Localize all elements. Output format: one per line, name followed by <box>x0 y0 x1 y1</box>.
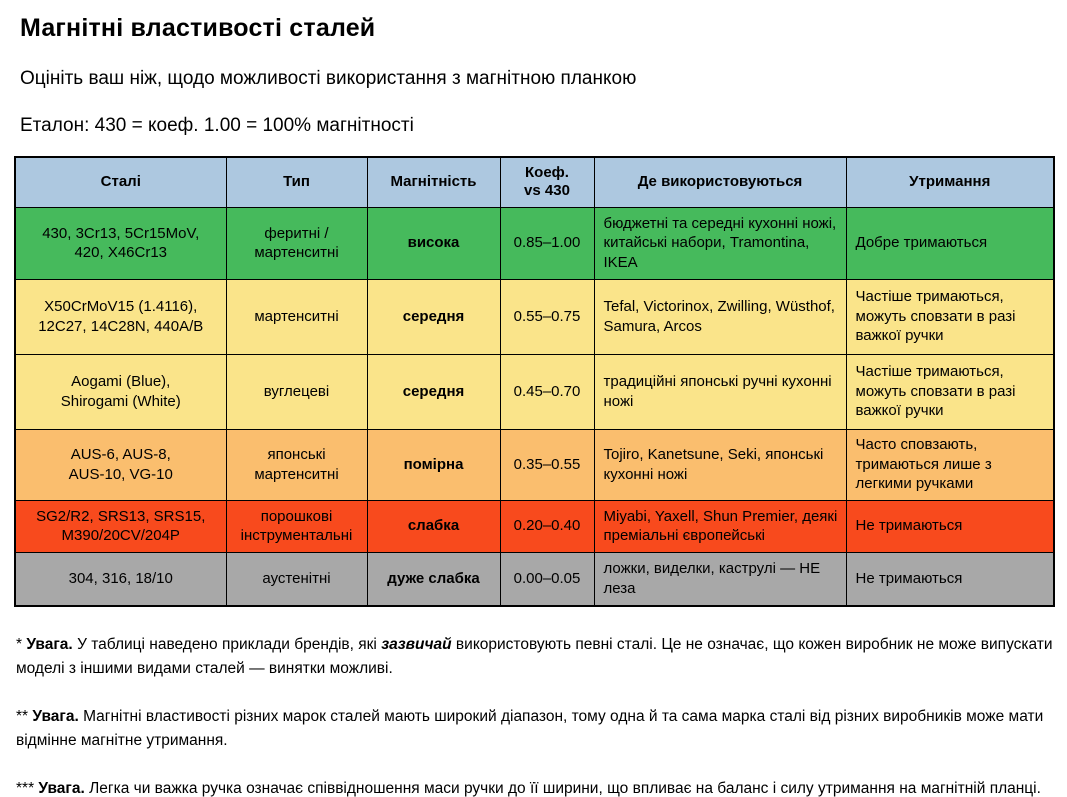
steels-cell: AUS-6, AUS-8, AUS-10, VG-10 <box>14 428 227 501</box>
table-row: X50CrMoV15 (1.4116), 12C27, 14C28N, 440A… <box>14 278 1055 355</box>
subtitle: Оцініть ваш ніж, щодо можливості викорис… <box>20 68 637 89</box>
coef-cell: 0.55–0.75 <box>499 278 595 355</box>
coef-cell: 0.45–0.70 <box>499 353 595 430</box>
retention-cell: Частіше тримаються, можуть сповзати в ра… <box>845 353 1055 430</box>
usage-cell: Miyabi, Yaxell, Shun Premier, деякі прем… <box>593 499 847 553</box>
footnote-label: Увага. <box>32 708 79 725</box>
footnote: *** Увага. Легка чи важка ручка означає … <box>16 777 1056 797</box>
retention-cell: Часто сповзають, тримаються лише з легки… <box>845 428 1055 501</box>
table-row: 430, 3Cr13, 5Cr15MoV, 420, X46Cr13 ферит… <box>14 206 1055 280</box>
usage-cell: ложки, виделки, каструлі — НЕ леза <box>593 551 847 607</box>
magnetism-cell: помірна <box>366 428 501 501</box>
table-header-row: Сталі Тип Магнітність Коеф. vs 430 Де ви… <box>14 156 1055 208</box>
type-cell: вуглецеві <box>225 353 368 430</box>
usage-cell: традиційні японські ручні кухонні ножі <box>593 353 847 430</box>
footnotes: * Увага. У таблиці наведено приклади бре… <box>16 633 1056 797</box>
table-row: SG2/R2, SRS13, SRS15, M390/20CV/204P пор… <box>14 499 1055 553</box>
footnote-label: Увага. <box>38 780 85 797</box>
header-coef: Коеф. vs 430 <box>499 156 595 208</box>
magnetism-cell: дуже слабка <box>366 551 501 607</box>
type-cell: феритні / мартенситні <box>225 206 368 280</box>
header-usage: Де використовуються <box>593 156 847 208</box>
footnote-text: Магнітні властивості різних марок сталей… <box>16 708 1044 749</box>
footnote-marker: * <box>16 636 23 653</box>
footnote-label: Увага. <box>26 636 73 653</box>
etalon-line: Еталон: 430 = коеф. 1.00 = 100% магнітно… <box>20 115 414 136</box>
magnetism-cell: слабка <box>366 499 501 553</box>
type-cell: мартенситні <box>225 278 368 355</box>
type-cell: порошкові інструментальні <box>225 499 368 553</box>
page-title: Магнітні властивості сталей <box>20 14 376 42</box>
footnote: ** Увага. Магнітні властивості різних ма… <box>16 705 1056 753</box>
usage-cell: Tefal, Victorinox, Zwilling, Wüsthof, Sa… <box>593 278 847 355</box>
steels-cell: 304, 316, 18/10 <box>14 551 227 607</box>
steels-cell: 430, 3Cr13, 5Cr15MoV, 420, X46Cr13 <box>14 206 227 280</box>
retention-cell: Добре тримаються <box>845 206 1055 280</box>
footnote-text: використовують певні сталі. Це не означа… <box>16 636 1053 677</box>
retention-cell: Не тримаються <box>845 499 1055 553</box>
table-row: 304, 316, 18/10 аустенітні дуже слабка 0… <box>14 551 1055 607</box>
table-row: AUS-6, AUS-8, AUS-10, VG-10 японські мар… <box>14 428 1055 501</box>
steels-cell: SG2/R2, SRS13, SRS15, M390/20CV/204P <box>14 499 227 553</box>
header-type: Тип <box>225 156 368 208</box>
footnote-emphasis: зазвичай <box>381 636 452 653</box>
header-magnetism: Магнітність <box>366 156 501 208</box>
steel-table: Сталі Тип Магнітність Коеф. vs 430 Де ви… <box>14 156 1055 607</box>
retention-cell: Не тримаються <box>845 551 1055 607</box>
usage-cell: бюджетні та середні кухонні ножі, китайс… <box>593 206 847 280</box>
magnetism-cell: висока <box>366 206 501 280</box>
header-steels: Сталі <box>14 156 227 208</box>
type-cell: аустенітні <box>225 551 368 607</box>
retention-cell: Частіше тримаються, можуть сповзати в ра… <box>845 278 1055 355</box>
coef-cell: 0.00–0.05 <box>499 551 595 607</box>
coef-cell: 0.20–0.40 <box>499 499 595 553</box>
footnote-marker: ** <box>16 708 29 725</box>
coef-cell: 0.35–0.55 <box>499 428 595 501</box>
steels-cell: Aogami (Blue), Shirogami (White) <box>14 353 227 430</box>
steels-cell: X50CrMoV15 (1.4116), 12C27, 14C28N, 440A… <box>14 278 227 355</box>
type-cell: японські мартенситні <box>225 428 368 501</box>
table-row: Aogami (Blue), Shirogami (White) вуглеце… <box>14 353 1055 430</box>
usage-cell: Tojiro, Kanetsune, Seki, японські кухонн… <box>593 428 847 501</box>
magnetism-cell: середня <box>366 278 501 355</box>
footnote-text: У таблиці наведено приклади брендів, які <box>77 636 377 653</box>
coef-cell: 0.85–1.00 <box>499 206 595 280</box>
magnetism-cell: середня <box>366 353 501 430</box>
footnote-marker: *** <box>16 780 35 797</box>
footnote: * Увага. У таблиці наведено приклади бре… <box>16 633 1056 681</box>
header-retention: Утримання <box>845 156 1055 208</box>
footnote-text: Легка чи важка ручка означає співвідноше… <box>89 780 1041 797</box>
